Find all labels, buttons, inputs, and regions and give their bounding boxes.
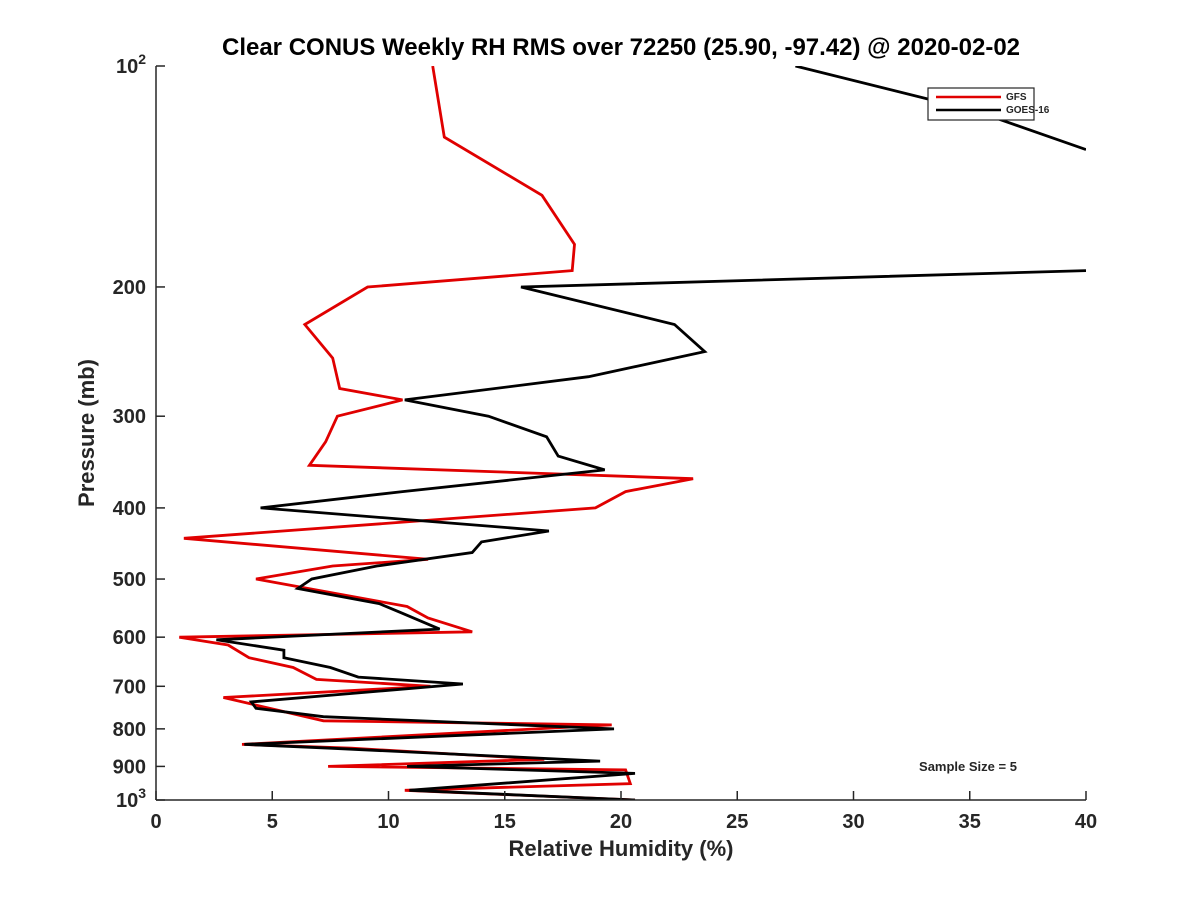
plot-background xyxy=(156,66,1086,800)
x-tick-label: 25 xyxy=(726,811,748,833)
x-tick-label: 0 xyxy=(150,811,161,833)
x-tick-label: 40 xyxy=(1075,811,1097,833)
x-tick-label: 10 xyxy=(377,811,399,833)
y-tick-label: 500 xyxy=(113,569,146,591)
plot-area: 0 5 10 15 20 25 30 35 40 102 200 300 400 500 600 700 80… xyxy=(113,51,1098,833)
x-axis-ticks: 0 5 10 15 20 25 30 35 40 xyxy=(150,791,1097,833)
x-tick-label: 15 xyxy=(494,811,516,833)
sample-size-annotation: Sample Size = 5 xyxy=(919,759,1017,774)
legend-label-gfs: GFS xyxy=(1006,92,1027,103)
x-tick-label: 30 xyxy=(842,811,864,833)
y-tick-label: 800 xyxy=(113,719,146,741)
legend-box xyxy=(927,87,1035,121)
y-tick-label: 102 xyxy=(116,51,146,78)
series-line-goes16-2 xyxy=(216,269,1086,800)
legend: GFS GOES-16 xyxy=(927,87,1050,121)
legend-label-goes16: GOES-16 xyxy=(1006,105,1050,116)
x-axis-label: Relative Humidity (%) xyxy=(509,836,734,861)
x-tick-label: 20 xyxy=(610,811,632,833)
y-axis-label: Pressure (mb) xyxy=(74,359,99,507)
y-tick-label: 600 xyxy=(113,627,146,649)
y-axis-ticks: 102 200 300 400 500 600 700 800 900 103 xyxy=(113,51,165,812)
x-tick-label: 35 xyxy=(959,811,981,833)
y-tick-label: 200 xyxy=(113,277,146,299)
chart-title: Clear CONUS Weekly RH RMS over 72250 (25… xyxy=(222,34,1020,61)
y-tick-label: 400 xyxy=(113,498,146,520)
x-tick-label: 5 xyxy=(267,811,278,833)
y-tick-label: 300 xyxy=(113,406,146,428)
y-tick-label: 700 xyxy=(113,676,146,698)
y-tick-label: 900 xyxy=(113,756,146,778)
y-tick-label: 103 xyxy=(116,785,146,812)
